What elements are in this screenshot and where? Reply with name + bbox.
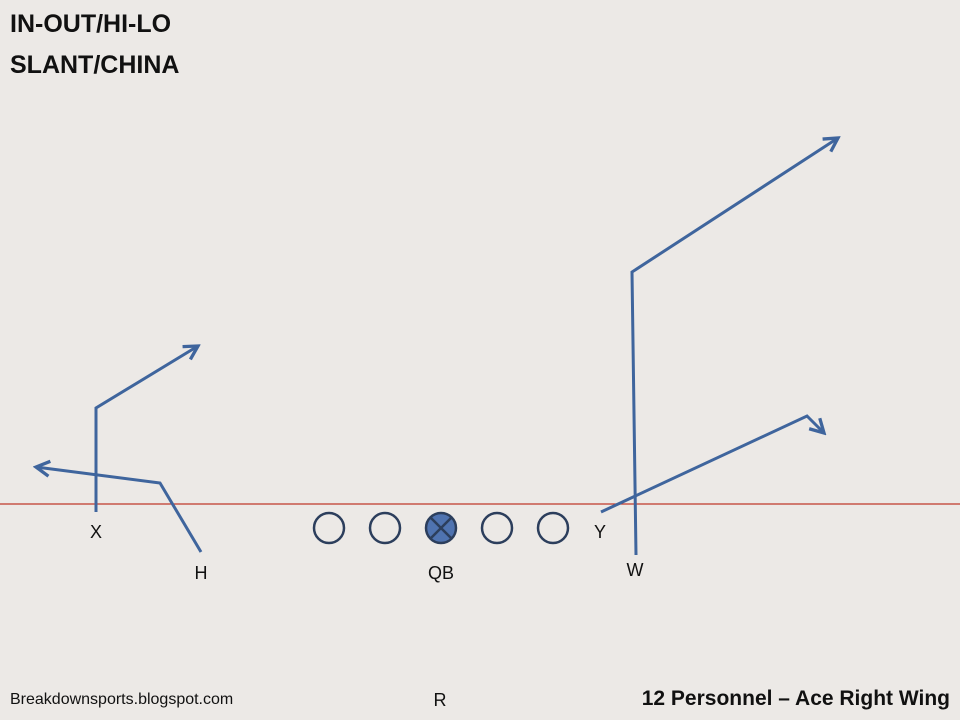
play-title-line1: IN-OUT/HI-LO xyxy=(10,10,172,38)
route-x xyxy=(94,346,198,512)
formation-label: 12 Personnel – Ace Right Wing xyxy=(641,687,950,710)
route-w xyxy=(630,138,838,556)
center-marker xyxy=(424,511,458,545)
source-credit: Breakdownsports.blogspot.com xyxy=(10,691,234,708)
route-y xyxy=(600,414,824,514)
player-label-r: R xyxy=(433,690,447,710)
player-label-y: Y xyxy=(593,522,607,542)
lineman-lt xyxy=(312,511,346,545)
player-label-qb: QB xyxy=(427,563,455,583)
lineman-rg xyxy=(480,511,514,545)
player-label-w: W xyxy=(626,560,644,580)
lineman-rt xyxy=(536,511,570,545)
lineman-lg xyxy=(368,511,402,545)
player-label-h: H xyxy=(194,563,208,583)
player-label-x: X xyxy=(89,522,103,542)
play-title-line2: SLANT/CHINA xyxy=(10,51,180,79)
route-h xyxy=(36,467,203,553)
